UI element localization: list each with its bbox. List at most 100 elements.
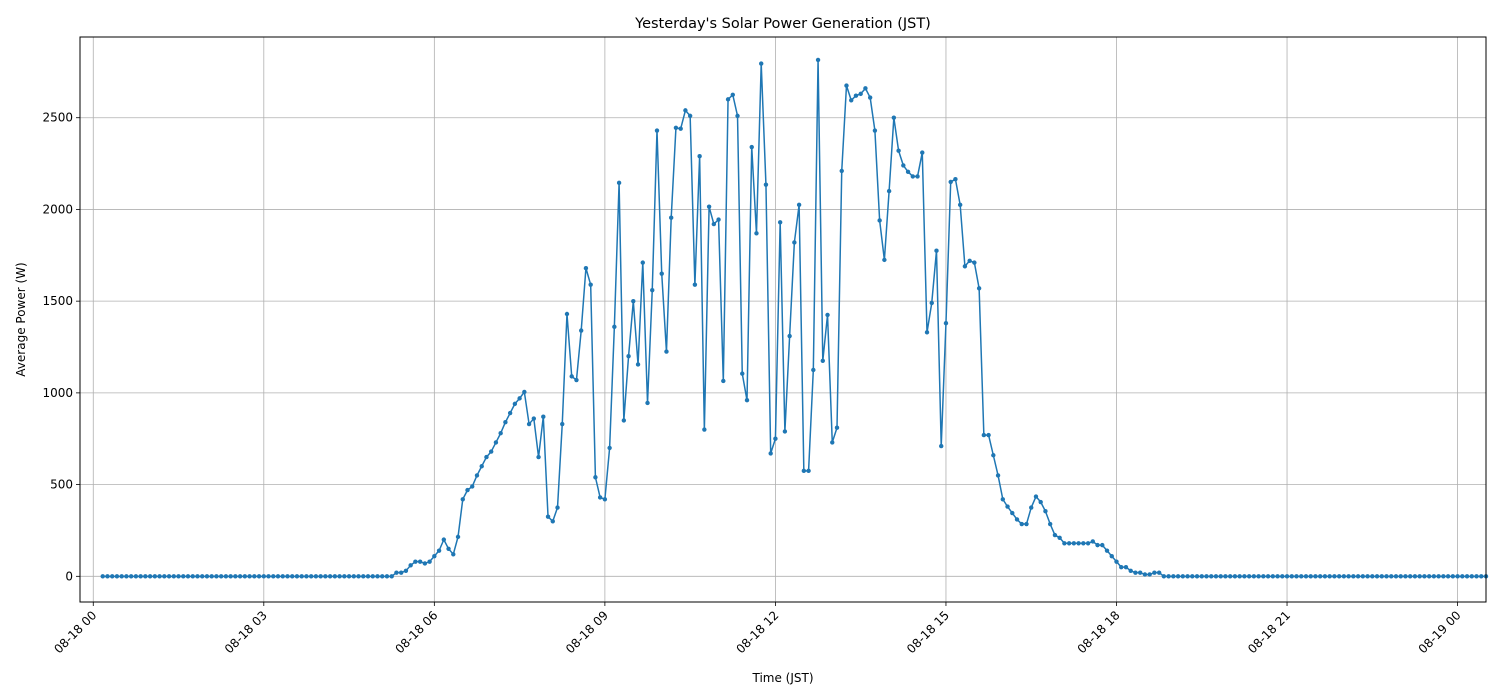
data-point [583, 265, 589, 271]
data-point [830, 440, 835, 445]
data-point [991, 453, 996, 458]
data-point [678, 126, 683, 131]
y-tick-label: 1000 [42, 386, 73, 400]
data-point [1426, 574, 1432, 579]
data-point [654, 128, 660, 133]
data-point [768, 451, 773, 456]
data-point [195, 574, 200, 579]
data-point [147, 574, 153, 579]
data-point [361, 574, 366, 579]
data-point [1029, 505, 1034, 510]
data-point [749, 144, 754, 150]
data-point [1180, 574, 1186, 579]
data-point [1251, 574, 1257, 579]
data-point [413, 559, 418, 564]
data-point [782, 429, 788, 434]
data-point [1384, 574, 1389, 579]
data-point [110, 574, 115, 579]
data-point [488, 449, 494, 454]
data-point [1398, 574, 1403, 579]
data-point [882, 257, 887, 263]
data-point [1161, 574, 1167, 579]
data-point [1280, 574, 1285, 579]
data-point [687, 113, 693, 119]
data-point [1460, 574, 1465, 579]
data-point [1408, 574, 1413, 579]
data-point [204, 574, 210, 579]
data-point [1166, 574, 1171, 579]
data-point [574, 377, 579, 383]
data-point [507, 410, 513, 416]
data-point [389, 574, 394, 579]
data-point [972, 260, 977, 265]
data-point [541, 414, 546, 419]
data-point [730, 92, 735, 97]
data-point [100, 574, 105, 579]
data-point [863, 86, 868, 91]
data-point [119, 574, 124, 579]
data-point [1142, 572, 1148, 577]
data-point [285, 574, 290, 579]
data-point [853, 93, 859, 98]
data-point [986, 432, 991, 438]
data-point [1422, 574, 1427, 579]
data-point [1062, 541, 1067, 546]
data-point [1043, 509, 1048, 514]
data-point [1123, 564, 1129, 570]
data-point [1327, 574, 1332, 579]
data-point [479, 464, 484, 469]
data-point [1014, 517, 1020, 522]
data-point [427, 559, 432, 564]
data-point [1445, 574, 1451, 579]
data-point [171, 574, 176, 579]
data-point [531, 416, 537, 421]
data-point [920, 150, 925, 155]
data-point [1133, 570, 1138, 575]
data-point [1185, 574, 1190, 579]
data-point [735, 113, 740, 119]
data-point [280, 574, 285, 579]
data-point [607, 445, 612, 451]
data-point [616, 180, 622, 186]
data-point [318, 574, 323, 579]
data-point [1479, 574, 1484, 579]
data-point [593, 475, 598, 480]
data-point [422, 561, 428, 566]
data-point [550, 519, 555, 524]
data-point [252, 574, 257, 579]
data-point [493, 440, 499, 445]
data-point [1303, 574, 1309, 579]
data-point [1213, 574, 1219, 579]
data-point [143, 574, 148, 579]
data-point [1379, 574, 1384, 579]
data-point [716, 217, 721, 222]
data-point [105, 574, 110, 579]
data-point [1047, 521, 1053, 527]
data-point [1175, 574, 1181, 579]
y-tick-label: 1500 [42, 294, 73, 308]
data-point [1104, 548, 1110, 553]
data-point [910, 174, 915, 179]
data-point [465, 487, 470, 493]
data-point [152, 574, 158, 579]
data-point [247, 574, 252, 579]
data-point [740, 371, 745, 376]
data-point [228, 574, 233, 579]
data-point [162, 574, 167, 579]
data-point [1256, 574, 1261, 579]
data-point [1147, 572, 1152, 577]
data-point [209, 574, 214, 579]
series-power [100, 57, 1489, 579]
data-point [1038, 499, 1043, 505]
y-tick-label: 2500 [42, 111, 73, 125]
data-point [1261, 574, 1266, 579]
data-point [1431, 574, 1437, 579]
y-tick-label: 2000 [42, 202, 73, 216]
data-point [673, 125, 679, 130]
data-point [1076, 541, 1081, 546]
data-point [1209, 574, 1214, 579]
data-point [1393, 574, 1399, 579]
data-point [1071, 541, 1077, 546]
data-point [1341, 574, 1347, 579]
